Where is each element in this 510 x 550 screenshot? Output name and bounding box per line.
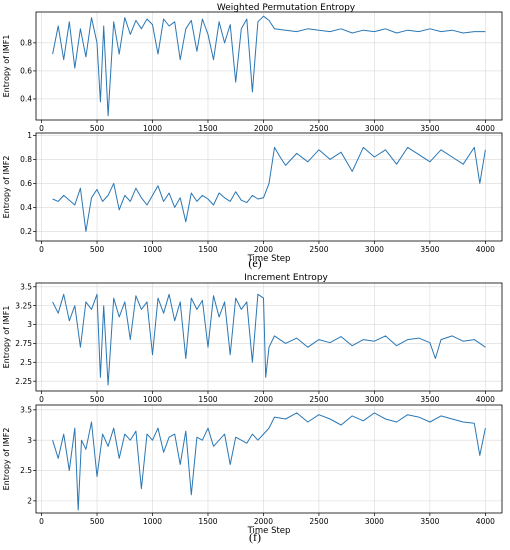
plot-frame: [35, 404, 503, 514]
y-tick-label: 0.4: [20, 95, 32, 104]
x-axis-label: Time Step: [247, 254, 291, 264]
x-tick-label: 3000: [365, 395, 384, 404]
x-tick-label: 3500: [420, 395, 439, 404]
x-tick-label: 2000: [254, 517, 273, 526]
x-tick-label: 1000: [143, 124, 162, 133]
x-tick-label: 2500: [309, 124, 328, 133]
x-tick-label: 3000: [365, 124, 384, 133]
y-axis-label: Entropy of IMF2: [2, 156, 11, 219]
x-axis-label: Time Step: [247, 526, 291, 536]
x-tick-label: 0: [39, 395, 44, 404]
y-axis-label: Entropy of IMF1: [2, 35, 11, 98]
y-tick-label: 0.8: [20, 155, 32, 164]
x-tick-label: 500: [90, 245, 105, 254]
x-tick-label: 1500: [198, 395, 217, 404]
x-tick-label: 1000: [143, 517, 162, 526]
x-tick-label: 3500: [420, 245, 439, 254]
x-tick-label: 4000: [476, 124, 495, 133]
y-tick-label: 1: [27, 131, 32, 140]
series-line-1: [52, 293, 486, 386]
series-line-1: [52, 146, 486, 232]
y-tick-label: 0.2: [20, 227, 32, 236]
x-tick-label: 1500: [198, 124, 217, 133]
y-tick-label: 3: [27, 320, 32, 329]
y-tick-label: 2.25: [15, 377, 32, 386]
x-tick-label: 0: [39, 245, 44, 254]
series-line-1: [52, 412, 486, 511]
y-tick-label: 3.5: [20, 405, 32, 414]
x-tick-label: 2000: [254, 124, 273, 133]
x-tick-label: 2000: [254, 245, 273, 254]
y-tick-label: 0.6: [20, 179, 32, 188]
y-tick-label: 2.5: [20, 358, 32, 367]
x-tick-label: 2000: [254, 395, 273, 404]
caption-f: (f): [249, 530, 261, 544]
y-tick-label: 0.8: [20, 38, 32, 47]
x-tick-label: 0: [39, 517, 44, 526]
x-tick-label: 1500: [198, 517, 217, 526]
x-tick-label: 500: [90, 395, 105, 404]
x-tick-label: 1000: [143, 395, 162, 404]
x-tick-label: 4000: [476, 517, 495, 526]
y-tick-label: 3.5: [20, 282, 32, 291]
y-tick-label: 2: [27, 496, 32, 505]
x-tick-label: 3500: [420, 517, 439, 526]
chart-panel-1: 0 500 1000 1500 2000 2500 3000 3500 4000 0.4 0.6 0.…: [2, 11, 503, 133]
y-axis-label: Entropy of IMF1: [2, 306, 11, 369]
x-tick-label: 1500: [198, 245, 217, 254]
y-tick-label: 3: [27, 436, 32, 445]
x-tick-label: 4000: [476, 245, 495, 254]
chart-panel-4: 0 500 1000 1500 2000 2500 3000 3500 4000 2 2.5 3 3.5…: [2, 404, 503, 536]
x-tick-label: 3000: [365, 517, 384, 526]
chart-panel-3: 0 500 1000 1500 2000 2500 3000 3500 4000 2.25 2.5 2…: [2, 282, 503, 404]
plot-frame: [35, 132, 503, 242]
y-tick-label: 0.4: [20, 203, 32, 212]
y-tick-label: 2.75: [15, 339, 32, 348]
y-tick-label: 3.25: [15, 301, 32, 310]
plot-frame: [35, 282, 503, 392]
bottom-chart-title: Increment Entropy: [244, 273, 328, 283]
x-tick-label: 1000: [143, 245, 162, 254]
x-tick-label: 0: [39, 124, 44, 133]
x-tick-label: 4000: [476, 395, 495, 404]
y-tick-label: 2.5: [20, 466, 32, 475]
x-tick-label: 2500: [309, 395, 328, 404]
plot-frame: [35, 11, 503, 121]
x-tick-label: 2500: [309, 245, 328, 254]
y-axis-label: Entropy of IMF2: [2, 428, 11, 491]
x-tick-label: 3000: [365, 245, 384, 254]
top-chart-title: Weighted Permutation Entropy: [217, 3, 356, 13]
y-tick-label: 0.6: [20, 67, 32, 76]
x-tick-label: 500: [90, 124, 105, 133]
chart-panel-2: 0 500 1000 1500 2000 2500 3000 3500 4000 0.2 0.4 0.…: [2, 131, 503, 264]
series-line-1: [52, 15, 486, 117]
x-tick-label: 2500: [309, 517, 328, 526]
x-tick-label: 500: [90, 517, 105, 526]
caption-e: (e): [248, 256, 262, 270]
x-tick-label: 3500: [420, 124, 439, 133]
